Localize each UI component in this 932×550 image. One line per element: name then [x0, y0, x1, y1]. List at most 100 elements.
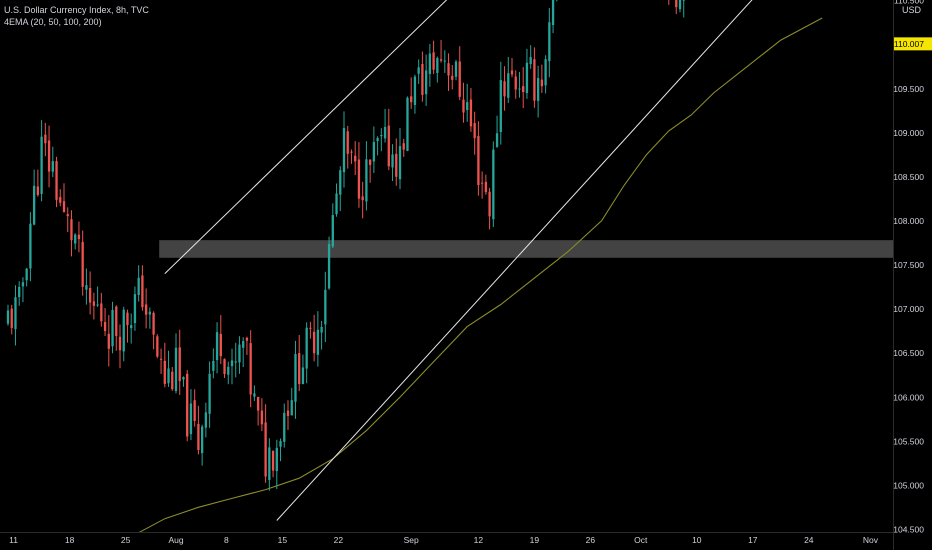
candle	[417, 59, 420, 84]
candle	[47, 125, 51, 188]
candle-body	[103, 322, 107, 332]
candle-body	[245, 337, 249, 341]
candle-body	[212, 360, 215, 371]
candle	[208, 361, 211, 428]
candle-body	[331, 215, 334, 247]
candle-body	[59, 197, 62, 203]
candle	[499, 61, 502, 145]
candle-body	[32, 185, 36, 225]
candle	[342, 111, 346, 188]
candle	[51, 146, 54, 178]
candle	[18, 281, 21, 306]
candle	[6, 304, 10, 326]
price-tick-label: 105.000	[893, 480, 924, 490]
candle-body	[51, 161, 54, 172]
candle	[432, 40, 435, 75]
candle	[376, 136, 379, 156]
candle	[96, 286, 99, 307]
candle-body	[305, 327, 308, 369]
candle-body	[361, 196, 364, 201]
price-tags: 111.875110.007	[894, 37, 932, 51]
chart-title: U.S. Dollar Currency Index, 8h, TVC	[4, 5, 149, 15]
time-tick-label: 24	[804, 535, 814, 545]
candle-body	[312, 331, 316, 354]
candle	[186, 370, 189, 442]
candle-body	[156, 336, 159, 357]
candle	[454, 59, 458, 81]
candle	[215, 322, 219, 374]
candle	[25, 267, 28, 287]
candle-body	[47, 140, 51, 172]
candle	[193, 389, 196, 427]
candle-body	[21, 282, 25, 287]
candle-body	[488, 191, 491, 217]
candle	[197, 405, 200, 455]
time-tick-label: Oct	[634, 535, 648, 545]
candle-body	[391, 154, 394, 168]
time-tick-label: 26	[586, 535, 596, 545]
candle	[44, 122, 47, 157]
candle	[365, 141, 368, 211]
candle	[492, 141, 495, 227]
time-tick-label: 15	[278, 535, 288, 545]
candle-body	[354, 155, 357, 162]
candle-body	[533, 59, 536, 101]
candle	[473, 111, 476, 155]
candle-body	[6, 310, 10, 324]
price-tick-label: 110.500	[894, 0, 924, 6]
candle-body	[350, 151, 353, 153]
candle-body	[324, 289, 327, 325]
candle	[305, 322, 308, 384]
candle-body	[130, 325, 133, 329]
candle	[122, 306, 125, 362]
candle	[55, 156, 58, 208]
candle-body	[462, 99, 465, 113]
time-tick-label: 25	[121, 535, 131, 545]
candle	[447, 53, 450, 91]
time-tick-label: 12	[474, 535, 484, 545]
candle-body	[66, 214, 69, 217]
candle	[212, 348, 215, 379]
price-tick-label: 106.500	[893, 348, 924, 358]
candle	[182, 376, 185, 387]
candle-body	[283, 412, 286, 442]
candle	[200, 424, 204, 466]
candle	[62, 183, 66, 213]
candle-body	[372, 142, 376, 162]
candle	[59, 189, 62, 207]
candle	[40, 120, 43, 202]
price-tick-label: 107.500	[893, 260, 924, 270]
candle-body	[432, 52, 435, 70]
candle-body	[298, 353, 301, 385]
candle-body	[111, 309, 114, 347]
candle	[178, 329, 181, 395]
candle	[540, 64, 544, 94]
candle-body	[536, 78, 540, 101]
ema-line	[136, 17, 823, 535]
candle	[111, 301, 114, 354]
candle-body	[234, 361, 237, 363]
candle	[133, 286, 137, 331]
candle-body	[529, 57, 532, 65]
candle	[361, 181, 364, 219]
candle	[309, 321, 312, 339]
candle-body	[339, 170, 342, 195]
candle	[245, 336, 249, 355]
candle	[320, 320, 323, 350]
candle	[301, 354, 305, 385]
candle-body	[443, 60, 446, 62]
candle-body	[342, 128, 346, 173]
candle-body	[290, 400, 293, 416]
candle	[406, 96, 409, 152]
price-tick-label: 108.500	[893, 172, 924, 182]
candle-body	[141, 275, 144, 308]
price-axis-background	[893, 0, 932, 550]
price-tick-label: 107.000	[893, 304, 924, 314]
candle-body	[249, 343, 252, 395]
candle-body	[327, 243, 331, 289]
candle	[137, 265, 140, 302]
candle-body	[410, 96, 413, 103]
indicator-legend: 4EMA (20, 50, 100, 200)	[4, 17, 102, 27]
